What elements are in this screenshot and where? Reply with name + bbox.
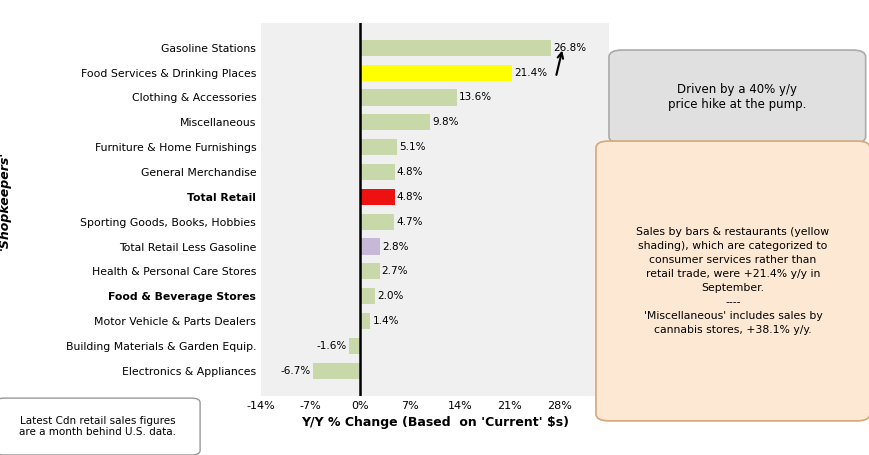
Bar xyxy=(360,288,375,304)
Bar xyxy=(360,238,380,255)
Text: 5.1%: 5.1% xyxy=(398,142,425,152)
Bar xyxy=(360,114,429,131)
Text: 4.8%: 4.8% xyxy=(396,167,422,177)
Text: 'Shopkeepers': 'Shopkeepers' xyxy=(0,151,10,250)
Text: 2.8%: 2.8% xyxy=(382,242,408,252)
Text: Driven by a 40% y/y
price hike at the pump.: Driven by a 40% y/y price hike at the pu… xyxy=(667,83,806,111)
Bar xyxy=(360,263,379,279)
Text: 1.4%: 1.4% xyxy=(372,316,399,326)
Bar xyxy=(360,139,396,155)
Text: 2.7%: 2.7% xyxy=(381,267,408,277)
Bar xyxy=(348,338,360,354)
Bar xyxy=(360,40,550,56)
Bar xyxy=(360,65,512,81)
Text: Sales by bars & restaurants (yellow
shading), which are categorized to
consumer : Sales by bars & restaurants (yellow shad… xyxy=(636,227,828,335)
Text: 2.0%: 2.0% xyxy=(376,291,402,301)
Text: 9.8%: 9.8% xyxy=(432,117,458,127)
Bar xyxy=(360,164,394,180)
Text: 4.8%: 4.8% xyxy=(396,192,422,202)
Text: Latest Cdn retail sales figures
are a month behind U.S. data.: Latest Cdn retail sales figures are a mo… xyxy=(19,416,176,437)
Text: 26.8%: 26.8% xyxy=(553,43,586,53)
Bar xyxy=(360,214,394,230)
Bar xyxy=(360,189,394,205)
Text: 4.7%: 4.7% xyxy=(395,217,422,227)
Text: 13.6%: 13.6% xyxy=(459,92,492,102)
Text: -1.6%: -1.6% xyxy=(316,341,347,351)
Text: -6.7%: -6.7% xyxy=(280,366,310,376)
Text: 21.4%: 21.4% xyxy=(514,68,547,78)
X-axis label: Y/Y % Change (Based  on 'Current' $s): Y/Y % Change (Based on 'Current' $s) xyxy=(301,416,568,429)
Bar xyxy=(360,89,456,106)
Bar xyxy=(360,313,370,329)
Bar xyxy=(313,363,360,379)
